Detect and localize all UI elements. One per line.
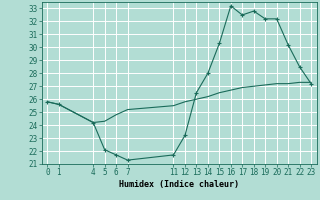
X-axis label: Humidex (Indice chaleur): Humidex (Indice chaleur) xyxy=(119,180,239,189)
